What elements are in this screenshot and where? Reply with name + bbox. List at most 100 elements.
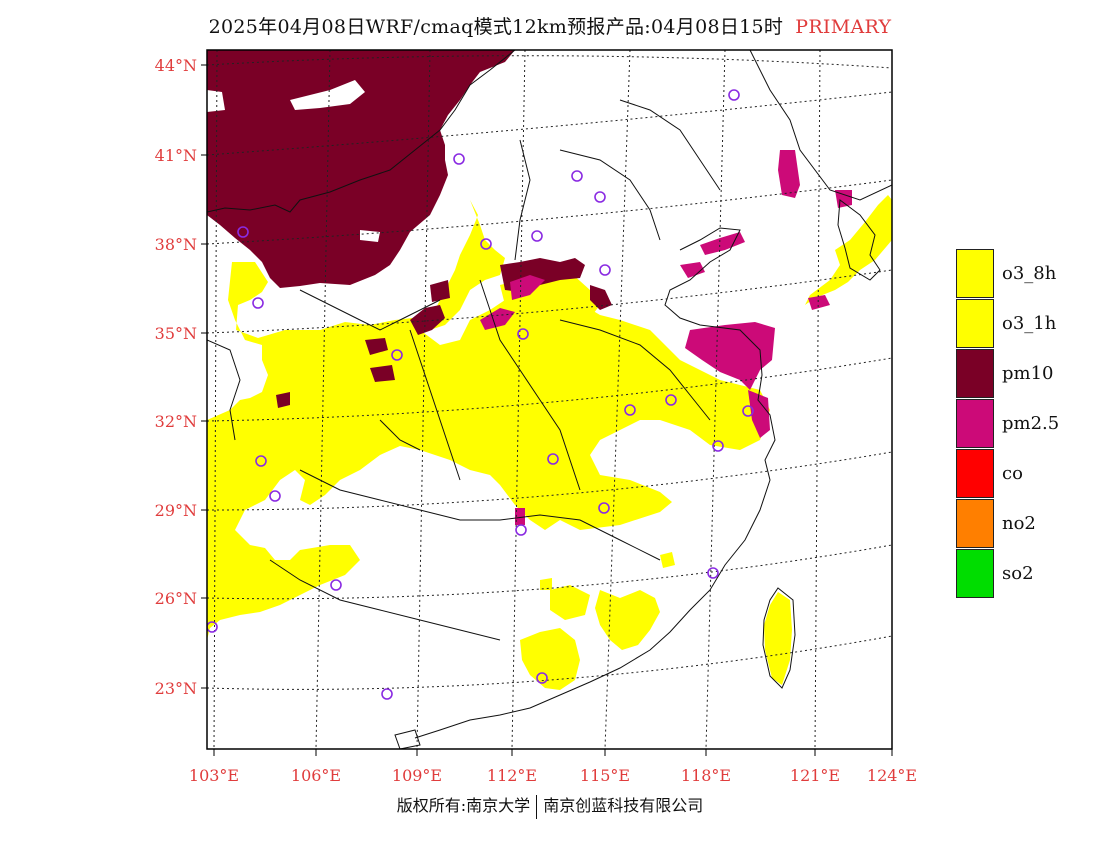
legend-label: o3_8h	[1002, 263, 1057, 284]
province-line	[559, 149, 661, 241]
pm10-patch	[276, 392, 290, 408]
province-line	[559, 319, 711, 421]
pm10-region-northwest	[207, 50, 515, 288]
lon-tick-label: 115°E	[580, 766, 630, 785]
station-marker	[515, 524, 527, 536]
station-marker	[269, 490, 281, 502]
legend-swatch	[956, 549, 994, 598]
legend-label: o3_1h	[1002, 313, 1057, 334]
station-marker	[624, 404, 636, 416]
pm10-patch	[365, 338, 388, 355]
lon-tick-label: 106°E	[291, 766, 341, 785]
lat-tick-label: 29°N	[155, 501, 197, 520]
station-marker	[728, 89, 740, 101]
clear-patch	[207, 90, 225, 112]
clear-patch	[360, 230, 380, 242]
station-marker	[381, 688, 393, 700]
lon-tick-label: 121°E	[790, 766, 840, 785]
pm25-region-bohai	[700, 232, 745, 255]
copyright-left: 版权所有:南京大学	[396, 796, 531, 815]
o3-region-south	[520, 628, 580, 690]
station-markers	[207, 89, 754, 700]
legend-label: pm10	[1002, 363, 1054, 384]
lat-tick-label: 44°N	[155, 56, 197, 75]
province-line	[269, 559, 501, 641]
coastline	[414, 227, 776, 739]
o3-region-taiwan	[764, 592, 792, 685]
northeast-border	[749, 50, 892, 201]
legend-swatch	[956, 349, 994, 398]
pm25-region-korea-sea	[808, 295, 830, 310]
province-line	[409, 329, 461, 481]
lon-tick-label: 124°E	[867, 766, 917, 785]
pm10-patch	[410, 305, 445, 335]
lat-tick-label: 38°N	[155, 235, 197, 254]
pm25-region-east	[685, 322, 775, 390]
national-border	[207, 50, 516, 213]
province-line	[207, 339, 241, 441]
lat-tick-label: 35°N	[155, 324, 197, 343]
legend-label: no2	[1002, 513, 1036, 534]
station-marker	[330, 579, 342, 591]
title-tag: PRIMARY	[795, 16, 892, 38]
pm25-region-east-south	[748, 390, 770, 438]
station-marker	[712, 440, 724, 452]
pm10-patch	[430, 280, 450, 302]
station-marker	[237, 226, 249, 238]
station-marker	[536, 672, 548, 684]
lon-tick-label: 112°E	[487, 766, 537, 785]
lat-tick-label: 41°N	[155, 146, 197, 165]
station-marker	[517, 328, 529, 340]
o3-region-scatter	[550, 585, 590, 620]
copyright-right: 南京创蓝科技有限公司	[543, 796, 704, 815]
taiwan-outline	[762, 587, 796, 689]
map-title: 2025年04月08日WRF/cmaq模式12km预报产品:04月08日15时 P…	[0, 12, 1100, 39]
lon-tick-label: 109°E	[392, 766, 442, 785]
station-marker	[707, 567, 719, 579]
pm10-patch	[370, 365, 395, 382]
pm10-patch	[590, 285, 612, 310]
pm25-region-hunan	[515, 508, 525, 525]
legend-swatch	[956, 249, 994, 298]
province-line	[379, 419, 421, 451]
station-marker	[599, 264, 611, 276]
legend-label: pm2.5	[1002, 413, 1060, 434]
legend-swatch	[956, 299, 994, 348]
copyright-separator	[536, 794, 538, 819]
legend-swatch	[956, 399, 994, 448]
graticule	[207, 50, 892, 749]
station-marker	[594, 191, 606, 203]
boundaries	[207, 50, 892, 749]
province-line	[619, 99, 721, 191]
lat-tick-label: 32°N	[155, 412, 197, 431]
province-line	[514, 139, 531, 261]
lon-labels: 103°E 106°E 109°E 112°E 115°E 118°E 121°E 124°E	[189, 766, 917, 785]
province-line	[299, 469, 661, 561]
station-marker	[547, 453, 559, 465]
korea-outline	[837, 199, 881, 281]
o3-region-west	[207, 262, 770, 640]
pm25-region-shandong	[680, 262, 705, 278]
hainan-outline	[394, 729, 421, 749]
o3-region-scatter	[660, 552, 675, 568]
map-frame	[206, 49, 893, 750]
title-main: 2025年04月08日WRF/cmaq模式12km预报产品:04月08日15时	[208, 16, 784, 38]
lon-tick-label: 103°E	[189, 766, 239, 785]
station-marker	[252, 297, 264, 309]
o3-region-scatter	[540, 578, 552, 590]
map-content	[207, 50, 892, 749]
station-marker	[665, 394, 677, 406]
clear-patch	[290, 80, 365, 110]
station-marker	[480, 238, 492, 250]
pm25-region-north	[510, 275, 545, 300]
province-line	[299, 289, 441, 331]
lat-tick-label: 23°N	[155, 679, 197, 698]
legend-swatch	[956, 449, 994, 498]
station-marker	[207, 621, 218, 633]
station-marker	[391, 349, 403, 361]
o3-region-southeast	[595, 590, 660, 650]
station-marker	[453, 153, 465, 165]
lon-tick-label: 118°E	[681, 766, 731, 785]
lat-tick-label: 26°N	[155, 589, 197, 608]
